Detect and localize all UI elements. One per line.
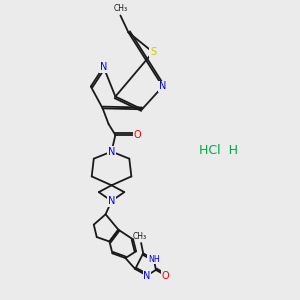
Text: S: S	[150, 47, 156, 57]
Text: N: N	[159, 82, 166, 92]
Text: NH: NH	[148, 255, 160, 264]
Text: O: O	[134, 130, 141, 140]
Text: O: O	[162, 271, 169, 281]
Text: N: N	[143, 271, 151, 281]
Text: N: N	[108, 147, 115, 157]
Text: N: N	[100, 62, 107, 72]
Text: CH₃: CH₃	[133, 232, 147, 241]
Text: HCl  H: HCl H	[199, 144, 238, 157]
Text: CH₃: CH₃	[113, 4, 128, 13]
Text: N: N	[108, 196, 115, 206]
